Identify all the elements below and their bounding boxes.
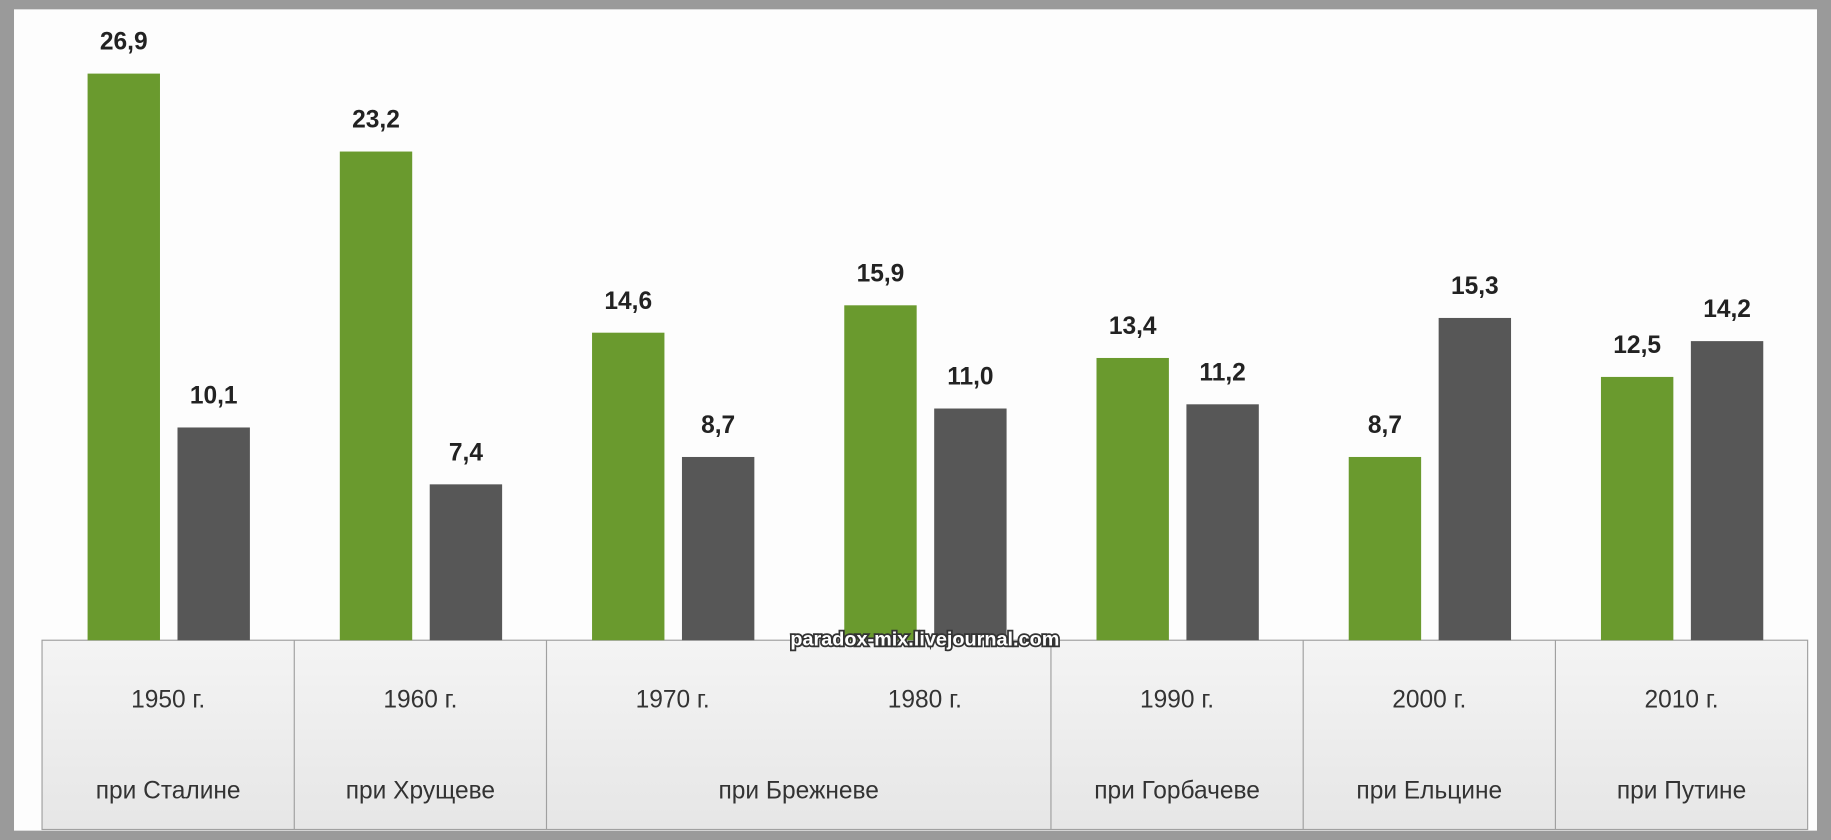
value-label: 15,3	[1451, 273, 1499, 300]
bar	[844, 305, 917, 641]
bar	[1690, 341, 1764, 641]
value-label: 13,4	[1109, 313, 1157, 340]
value-label: 12,5	[1613, 332, 1661, 359]
value-label: 14,2	[1703, 296, 1751, 323]
value-label: 10,1	[190, 383, 238, 410]
bar	[1186, 404, 1259, 641]
value-label: 8,7	[701, 412, 735, 439]
group-label: при Горбачеве	[1094, 778, 1260, 805]
value-label: 15,9	[857, 260, 905, 287]
group-label: при Ельцине	[1356, 778, 1502, 805]
bar	[177, 427, 250, 641]
category-table	[41, 639, 1809, 831]
watermark: paradox-mix.livejournal.com	[790, 628, 1059, 650]
bar	[1348, 456, 1422, 641]
group-label: при Хрущеве	[346, 778, 495, 805]
group-label: при Брежневе	[719, 778, 879, 805]
group-label: при Путине	[1617, 778, 1746, 805]
value-label: 11,0	[947, 364, 993, 391]
value-label: 7,4	[449, 439, 483, 466]
category-label: 1950 г.	[131, 686, 205, 713]
value-label: 23,2	[352, 107, 400, 134]
bar	[1438, 317, 1512, 641]
bar	[429, 484, 503, 641]
value-label: 8,7	[1368, 412, 1402, 439]
category-label: 1990 г.	[1140, 686, 1214, 713]
bar	[934, 408, 1007, 641]
bar	[1600, 376, 1674, 641]
value-label: 11,2	[1199, 359, 1245, 386]
category-label: 1980 г.	[888, 686, 962, 713]
bar	[87, 73, 160, 641]
value-label: 14,6	[604, 288, 652, 315]
bar	[1096, 357, 1169, 641]
category-label: 1960 г.	[383, 686, 457, 713]
category-label: 2000 г.	[1392, 686, 1466, 713]
group-label: при Сталине	[96, 778, 241, 805]
category-label: 2010 г.	[1644, 686, 1718, 713]
value-label: 26,9	[100, 29, 148, 56]
bar	[592, 332, 665, 641]
bar	[681, 456, 755, 641]
category-label: 1970 г.	[636, 686, 710, 713]
bar	[339, 151, 413, 641]
